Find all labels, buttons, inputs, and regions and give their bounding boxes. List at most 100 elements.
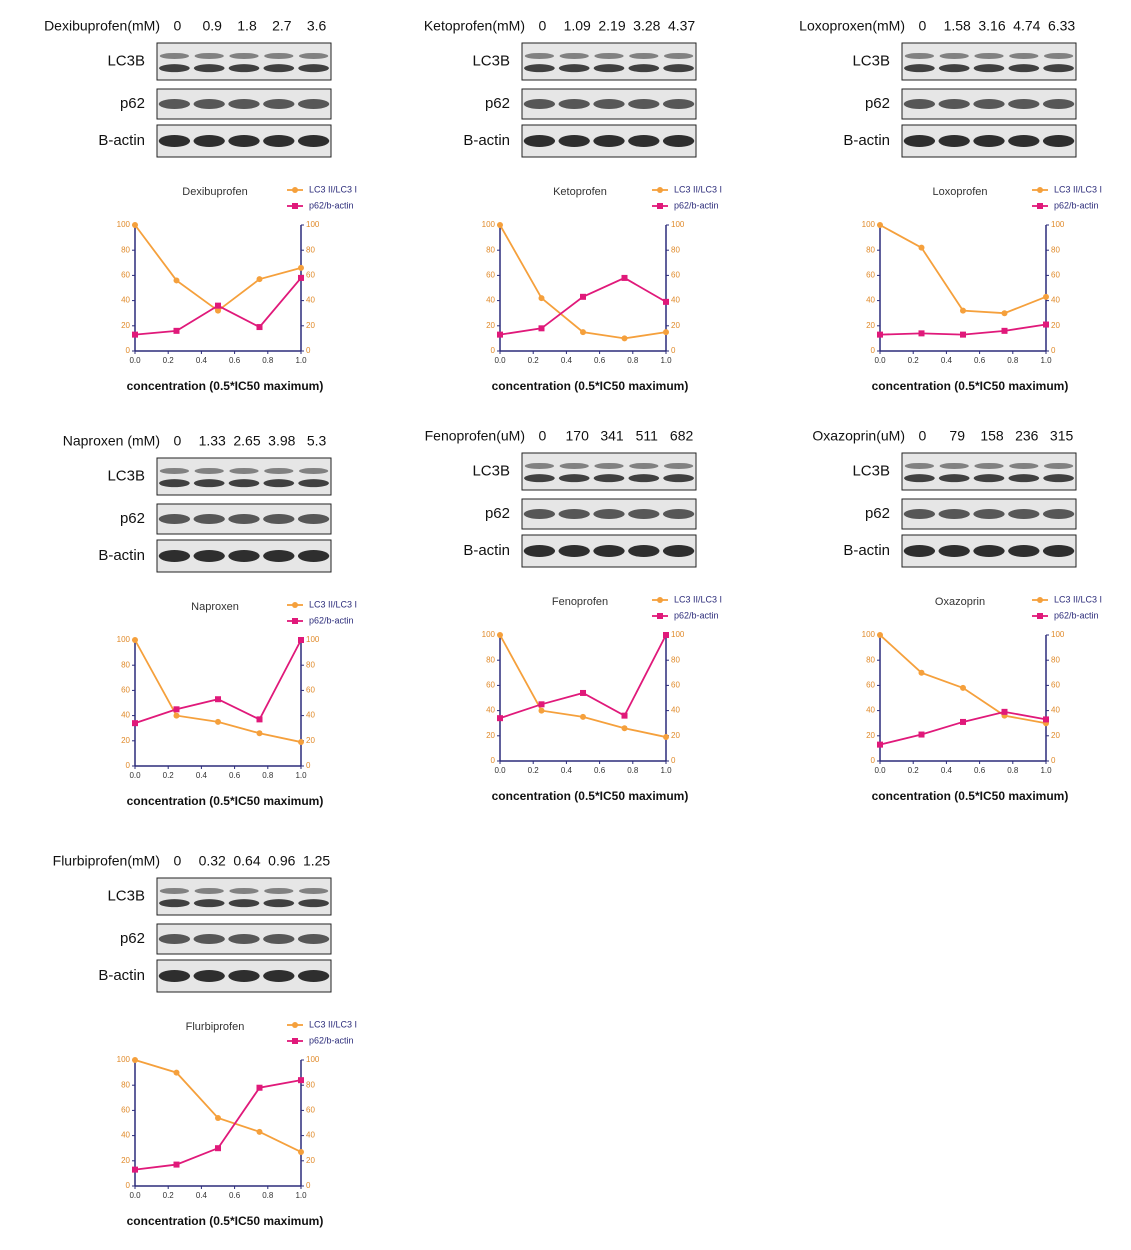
- x-tick-label: 0.4: [196, 356, 208, 365]
- marker: [256, 730, 263, 737]
- concentration: 170: [566, 428, 590, 444]
- blot-row-label: p62: [485, 505, 510, 522]
- band: [558, 99, 590, 109]
- blot-row-label: B-actin: [463, 542, 510, 559]
- x-axis-label: concentration (0.5*IC50 maximum): [127, 1214, 324, 1228]
- x-tick-label: 0.2: [163, 771, 175, 780]
- concentration: 2.65: [233, 433, 260, 449]
- marker: [580, 713, 586, 720]
- marker: [215, 302, 221, 309]
- marker: [960, 718, 966, 725]
- band: [158, 99, 191, 109]
- blot-row-label: B-actin: [98, 547, 145, 564]
- x-tick-label: 0.0: [129, 356, 141, 365]
- marker: [497, 632, 503, 638]
- band: [524, 462, 555, 469]
- band: [193, 550, 225, 562]
- marker: [663, 329, 669, 336]
- blot-row-label: p62: [120, 930, 145, 947]
- marker: [298, 637, 304, 643]
- y2-tick-label: 100: [1051, 630, 1065, 639]
- band: [663, 64, 694, 73]
- y2-tick-label: 60: [1051, 681, 1060, 690]
- marker: [132, 637, 138, 643]
- y-tick-label: 100: [117, 1055, 131, 1064]
- series-line: [134, 224, 302, 312]
- band: [938, 509, 970, 519]
- y-tick-label: 80: [121, 1080, 130, 1089]
- marker: [292, 187, 298, 193]
- concentration: 0: [919, 428, 927, 444]
- y2-tick-label: 0: [306, 346, 311, 355]
- band: [193, 135, 225, 147]
- concentration: 3.28: [633, 18, 660, 34]
- marker: [292, 1038, 298, 1044]
- chart-title: Oxazoprin: [935, 596, 985, 608]
- chart-title: Loxoprofen: [932, 186, 987, 198]
- band: [297, 514, 330, 524]
- y2-tick-label: 0: [306, 761, 311, 770]
- marker: [538, 707, 545, 714]
- marker: [256, 1128, 263, 1135]
- band: [229, 467, 259, 474]
- y2-tick-label: 60: [306, 686, 315, 695]
- marker: [1037, 613, 1043, 619]
- marker: [877, 632, 883, 638]
- band: [1042, 99, 1075, 109]
- y-tick-label: 0: [491, 346, 496, 355]
- marker: [960, 331, 966, 338]
- band: [662, 545, 695, 557]
- band: [662, 135, 695, 147]
- marker: [215, 1114, 221, 1121]
- marker: [663, 734, 669, 741]
- marker: [657, 613, 663, 619]
- band: [297, 550, 330, 562]
- blot-row-label: B-actin: [843, 132, 890, 149]
- blot-row-label: LC3B: [107, 52, 145, 69]
- marker: [298, 1077, 304, 1084]
- blot-row-label: p62: [120, 95, 145, 112]
- band: [903, 545, 936, 557]
- x-tick-label: 0.6: [594, 766, 606, 775]
- band: [904, 52, 935, 59]
- series-line: [134, 639, 302, 743]
- band: [194, 467, 224, 474]
- y2-tick-label: 80: [1051, 655, 1060, 664]
- marker: [256, 716, 263, 723]
- marker: [663, 298, 669, 305]
- band: [524, 474, 555, 483]
- marker: [877, 331, 883, 338]
- blot-row-label: LC3B: [472, 52, 510, 69]
- band: [159, 52, 190, 59]
- marker: [173, 277, 180, 284]
- y2-tick-label: 40: [306, 1131, 315, 1140]
- blot-strip: [521, 452, 697, 491]
- y-tick-label: 40: [486, 706, 495, 715]
- y-tick-label: 100: [862, 220, 876, 229]
- marker: [215, 718, 221, 725]
- band: [158, 934, 191, 944]
- marker: [621, 274, 628, 281]
- concentration: 1.25: [303, 853, 330, 869]
- x-tick-label: 0.8: [262, 356, 274, 365]
- band: [558, 474, 590, 483]
- band: [264, 52, 294, 59]
- marker: [580, 329, 586, 336]
- marker: [298, 274, 304, 281]
- band: [594, 52, 624, 59]
- band: [938, 474, 970, 483]
- x-tick-label: 0.6: [229, 356, 241, 365]
- x-tick-label: 0.2: [908, 766, 920, 775]
- band: [524, 64, 555, 73]
- y2-tick-label: 40: [1051, 706, 1060, 715]
- band: [263, 899, 295, 908]
- blot-strip: [901, 452, 1077, 491]
- marker: [132, 1166, 138, 1173]
- y-tick-label: 20: [121, 1156, 130, 1165]
- y-tick-label: 20: [486, 321, 495, 330]
- marker: [1001, 310, 1008, 317]
- marker: [1043, 293, 1049, 300]
- y-tick-label: 80: [121, 660, 130, 669]
- blot-row-label: p62: [865, 505, 890, 522]
- x-tick-label: 1.0: [660, 356, 672, 365]
